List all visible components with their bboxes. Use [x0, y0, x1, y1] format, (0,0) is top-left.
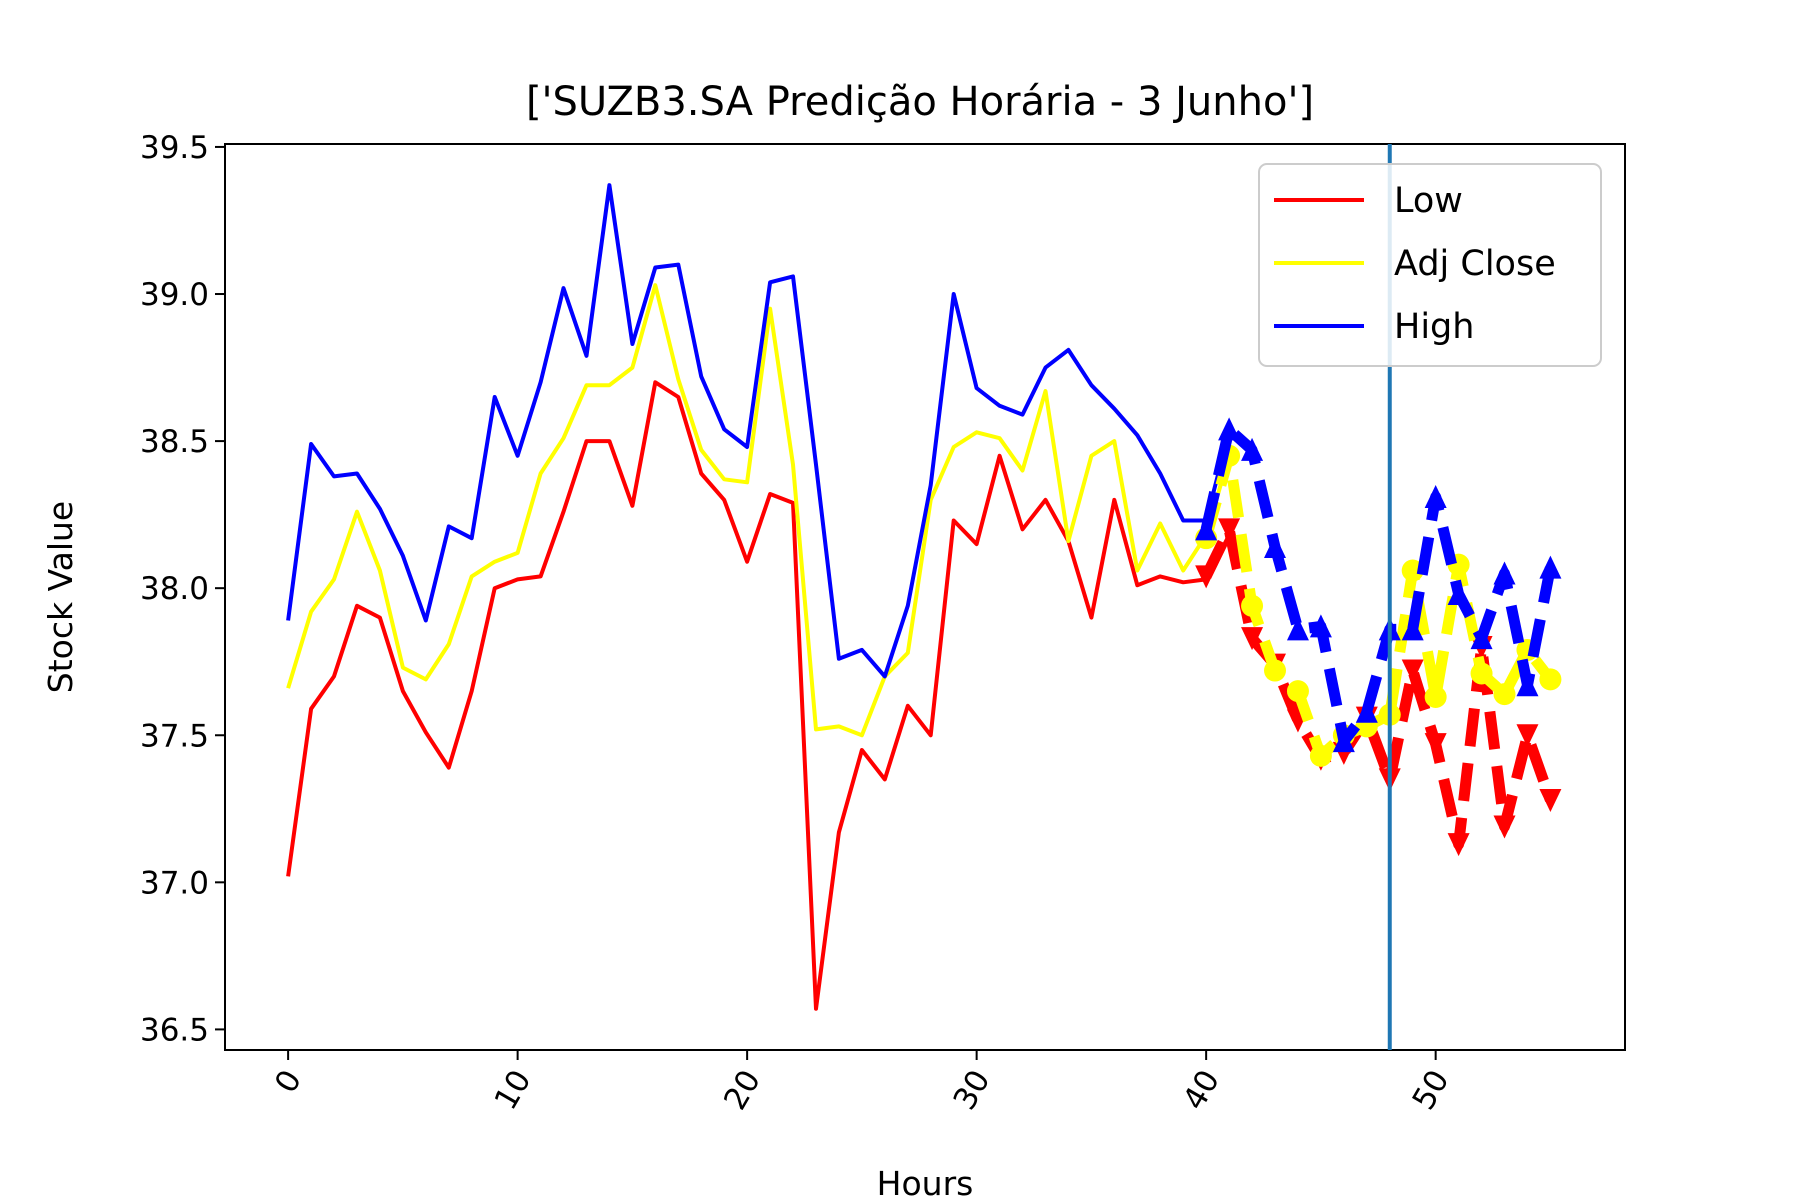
legend-label-adj-close: Adj Close [1394, 244, 1556, 284]
y-tick-label: 39.5 [140, 130, 209, 166]
series-marker [1401, 659, 1424, 683]
series-line-4 [1200, 450, 1555, 762]
x-axis-label: Hours [877, 1164, 974, 1200]
series-marker [1539, 555, 1562, 579]
series-marker [1218, 417, 1241, 441]
series-marker [1218, 518, 1241, 542]
y-tick-label: 39.0 [140, 277, 209, 313]
series-marker [1424, 686, 1447, 709]
series-marker [1470, 662, 1493, 685]
chart-title: ['SUZB3.SA Predição Horária - 3 Junho'] [526, 79, 1314, 125]
series-line-1 [286, 283, 1232, 738]
series-marker [1516, 673, 1539, 697]
x-axis: 0 10 20 30 40 50 [268, 1050, 1457, 1116]
y-tick-label: 36.5 [140, 1012, 209, 1048]
plot-frame [224, 143, 1626, 1051]
y-tick-label: 37.5 [140, 718, 209, 754]
series-marker [1241, 437, 1264, 461]
series-marker [1424, 484, 1447, 508]
y-tick-label: 37.0 [140, 865, 209, 901]
series-marker [1195, 517, 1218, 541]
series-marker [1332, 729, 1355, 753]
series-marker [1493, 815, 1516, 839]
series-marker [1309, 744, 1332, 767]
series-marker [1309, 614, 1332, 638]
legend-box [1258, 163, 1602, 367]
y-tick-label: 38.0 [140, 571, 209, 607]
series-marker [1264, 659, 1286, 682]
x-tick-label: 50 [1406, 1064, 1457, 1116]
y-axis: 36.5 37.0 37.5 38.0 38.5 39.0 39.5 [140, 130, 225, 1048]
series-line-5 [1200, 423, 1556, 747]
x-tick-label: 10 [488, 1064, 539, 1116]
series-marker [1424, 733, 1447, 757]
series-marker [1241, 594, 1264, 617]
series-layer [286, 183, 1562, 1011]
series-marker [1539, 788, 1562, 812]
series-marker [1195, 565, 1218, 589]
series-marker [1539, 668, 1562, 691]
x-tick-label: 40 [1176, 1064, 1227, 1116]
series-marker [1401, 559, 1424, 582]
series-marker [1447, 833, 1470, 857]
series-line-0 [286, 380, 1231, 1011]
series-marker [1286, 617, 1309, 641]
x-tick-label: 30 [947, 1064, 998, 1116]
y-tick-label: 38.5 [140, 424, 209, 460]
y-axis-label: Stock Value [41, 501, 80, 693]
series-marker [1493, 683, 1516, 706]
series-marker [1241, 627, 1264, 651]
series-marker [1493, 561, 1516, 585]
x-tick-label: 0 [268, 1064, 309, 1099]
series-marker [1447, 582, 1470, 606]
series-marker [1516, 724, 1539, 748]
series-marker [1286, 680, 1309, 703]
series-marker [1264, 534, 1286, 558]
legend-label-low: Low [1394, 181, 1463, 221]
series-marker [1470, 626, 1493, 650]
legend-label-high: High [1394, 307, 1474, 347]
series-line-2 [286, 183, 1232, 679]
x-tick-label: 20 [717, 1064, 768, 1116]
series-marker [1401, 617, 1424, 641]
legend: Low Adj Close High [1258, 163, 1602, 367]
series-marker [1355, 699, 1378, 723]
